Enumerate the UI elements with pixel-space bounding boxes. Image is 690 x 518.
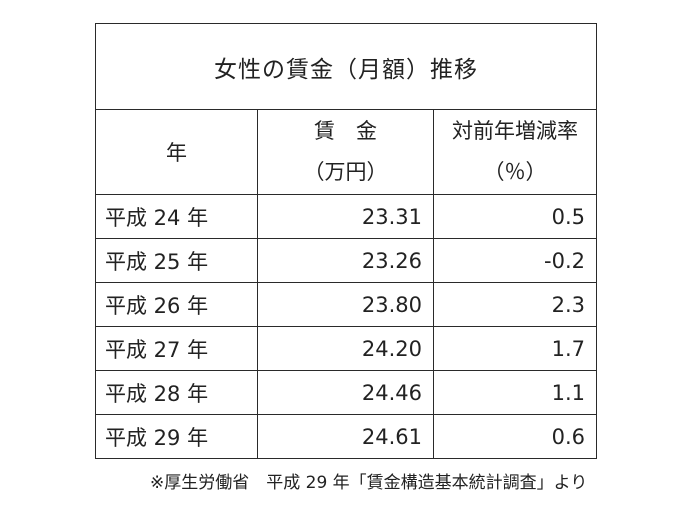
- wage-cell: 24.20: [257, 326, 434, 371]
- wage-cell: 23.80: [257, 282, 434, 327]
- table-row: 平成 29 年 24.61 0.6: [95, 414, 598, 459]
- table-row: 平成 25 年 23.26 -0.2: [95, 238, 598, 283]
- wage-cell: 24.46: [257, 370, 434, 415]
- table-row: 平成 28 年 24.46 1.1: [95, 370, 598, 415]
- header-row: 年 賃 金 （万円） 対前年増減率 （％）: [95, 109, 598, 195]
- header-year: 年: [95, 109, 258, 195]
- rate-cell: 0.5: [432, 194, 598, 239]
- year-cell: 平成 24 年: [95, 194, 258, 239]
- title-row: 女性の賃金（月額）推移: [94, 23, 598, 110]
- year-cell: 平成 29 年: [95, 414, 258, 459]
- table-title: 女性の賃金（月額）推移: [94, 23, 598, 110]
- rate-cell: 1.7: [432, 326, 598, 371]
- header-wage-label: 賃 金: [314, 119, 377, 143]
- year-cell: 平成 28 年: [95, 370, 258, 415]
- header-wage-unit: （万円）: [303, 160, 388, 184]
- source-note: ※厚生労働省 平成 29 年「賃金構造基本統計調査」より: [150, 473, 588, 493]
- rate-cell: 0.6: [432, 414, 598, 459]
- year-cell: 平成 25 年: [95, 238, 258, 283]
- table-row: 平成 24 年 23.31 0.5: [95, 194, 598, 239]
- wage-cell: 23.26: [257, 238, 434, 283]
- rate-cell: -0.2: [432, 238, 598, 283]
- header-rate-unit: （％）: [483, 160, 547, 184]
- header-rate-label: 対前年増減率: [452, 119, 578, 143]
- rate-cell: 1.1: [432, 370, 598, 415]
- year-cell: 平成 27 年: [95, 326, 258, 371]
- table-row: 平成 27 年 24.20 1.7: [95, 326, 598, 371]
- year-cell: 平成 26 年: [95, 282, 258, 327]
- wage-cell: 24.61: [257, 414, 434, 459]
- wage-cell: 23.31: [257, 194, 434, 239]
- header-wage: 賃 金 （万円）: [257, 109, 434, 195]
- header-rate: 対前年増減率 （％）: [432, 109, 598, 195]
- table-row: 平成 26 年 23.80 2.3: [95, 282, 598, 327]
- rate-cell: 2.3: [432, 282, 598, 327]
- wage-table: 女性の賃金（月額）推移 年 賃 金 （万円） 対前年増減率 （％） 平成 24 …: [94, 23, 598, 459]
